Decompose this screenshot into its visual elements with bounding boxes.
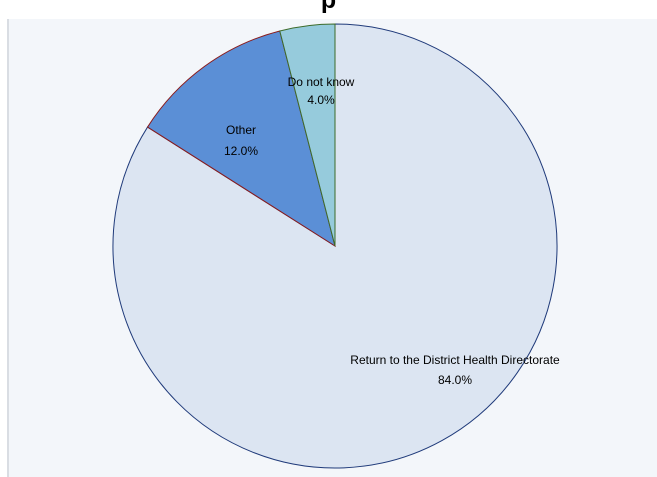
slice-value-label: 12.0% — [224, 144, 258, 158]
slice-category-label: Do not know — [288, 75, 355, 89]
pie-slices — [112, 23, 558, 469]
slice-value-label: 84.0% — [438, 373, 472, 387]
pie-slice — [112, 23, 558, 469]
slice-category-label: Return to the District Health Directorat… — [350, 353, 560, 367]
pie-slice — [146, 30, 336, 248]
pie-slice — [279, 23, 336, 247]
slice-value-label: 4.0% — [307, 93, 335, 107]
slice-category-label: Other — [226, 123, 256, 137]
pie-labels: Return to the District Health Directorat… — [224, 75, 560, 387]
chart-title-clipped: p — [320, 0, 337, 14]
